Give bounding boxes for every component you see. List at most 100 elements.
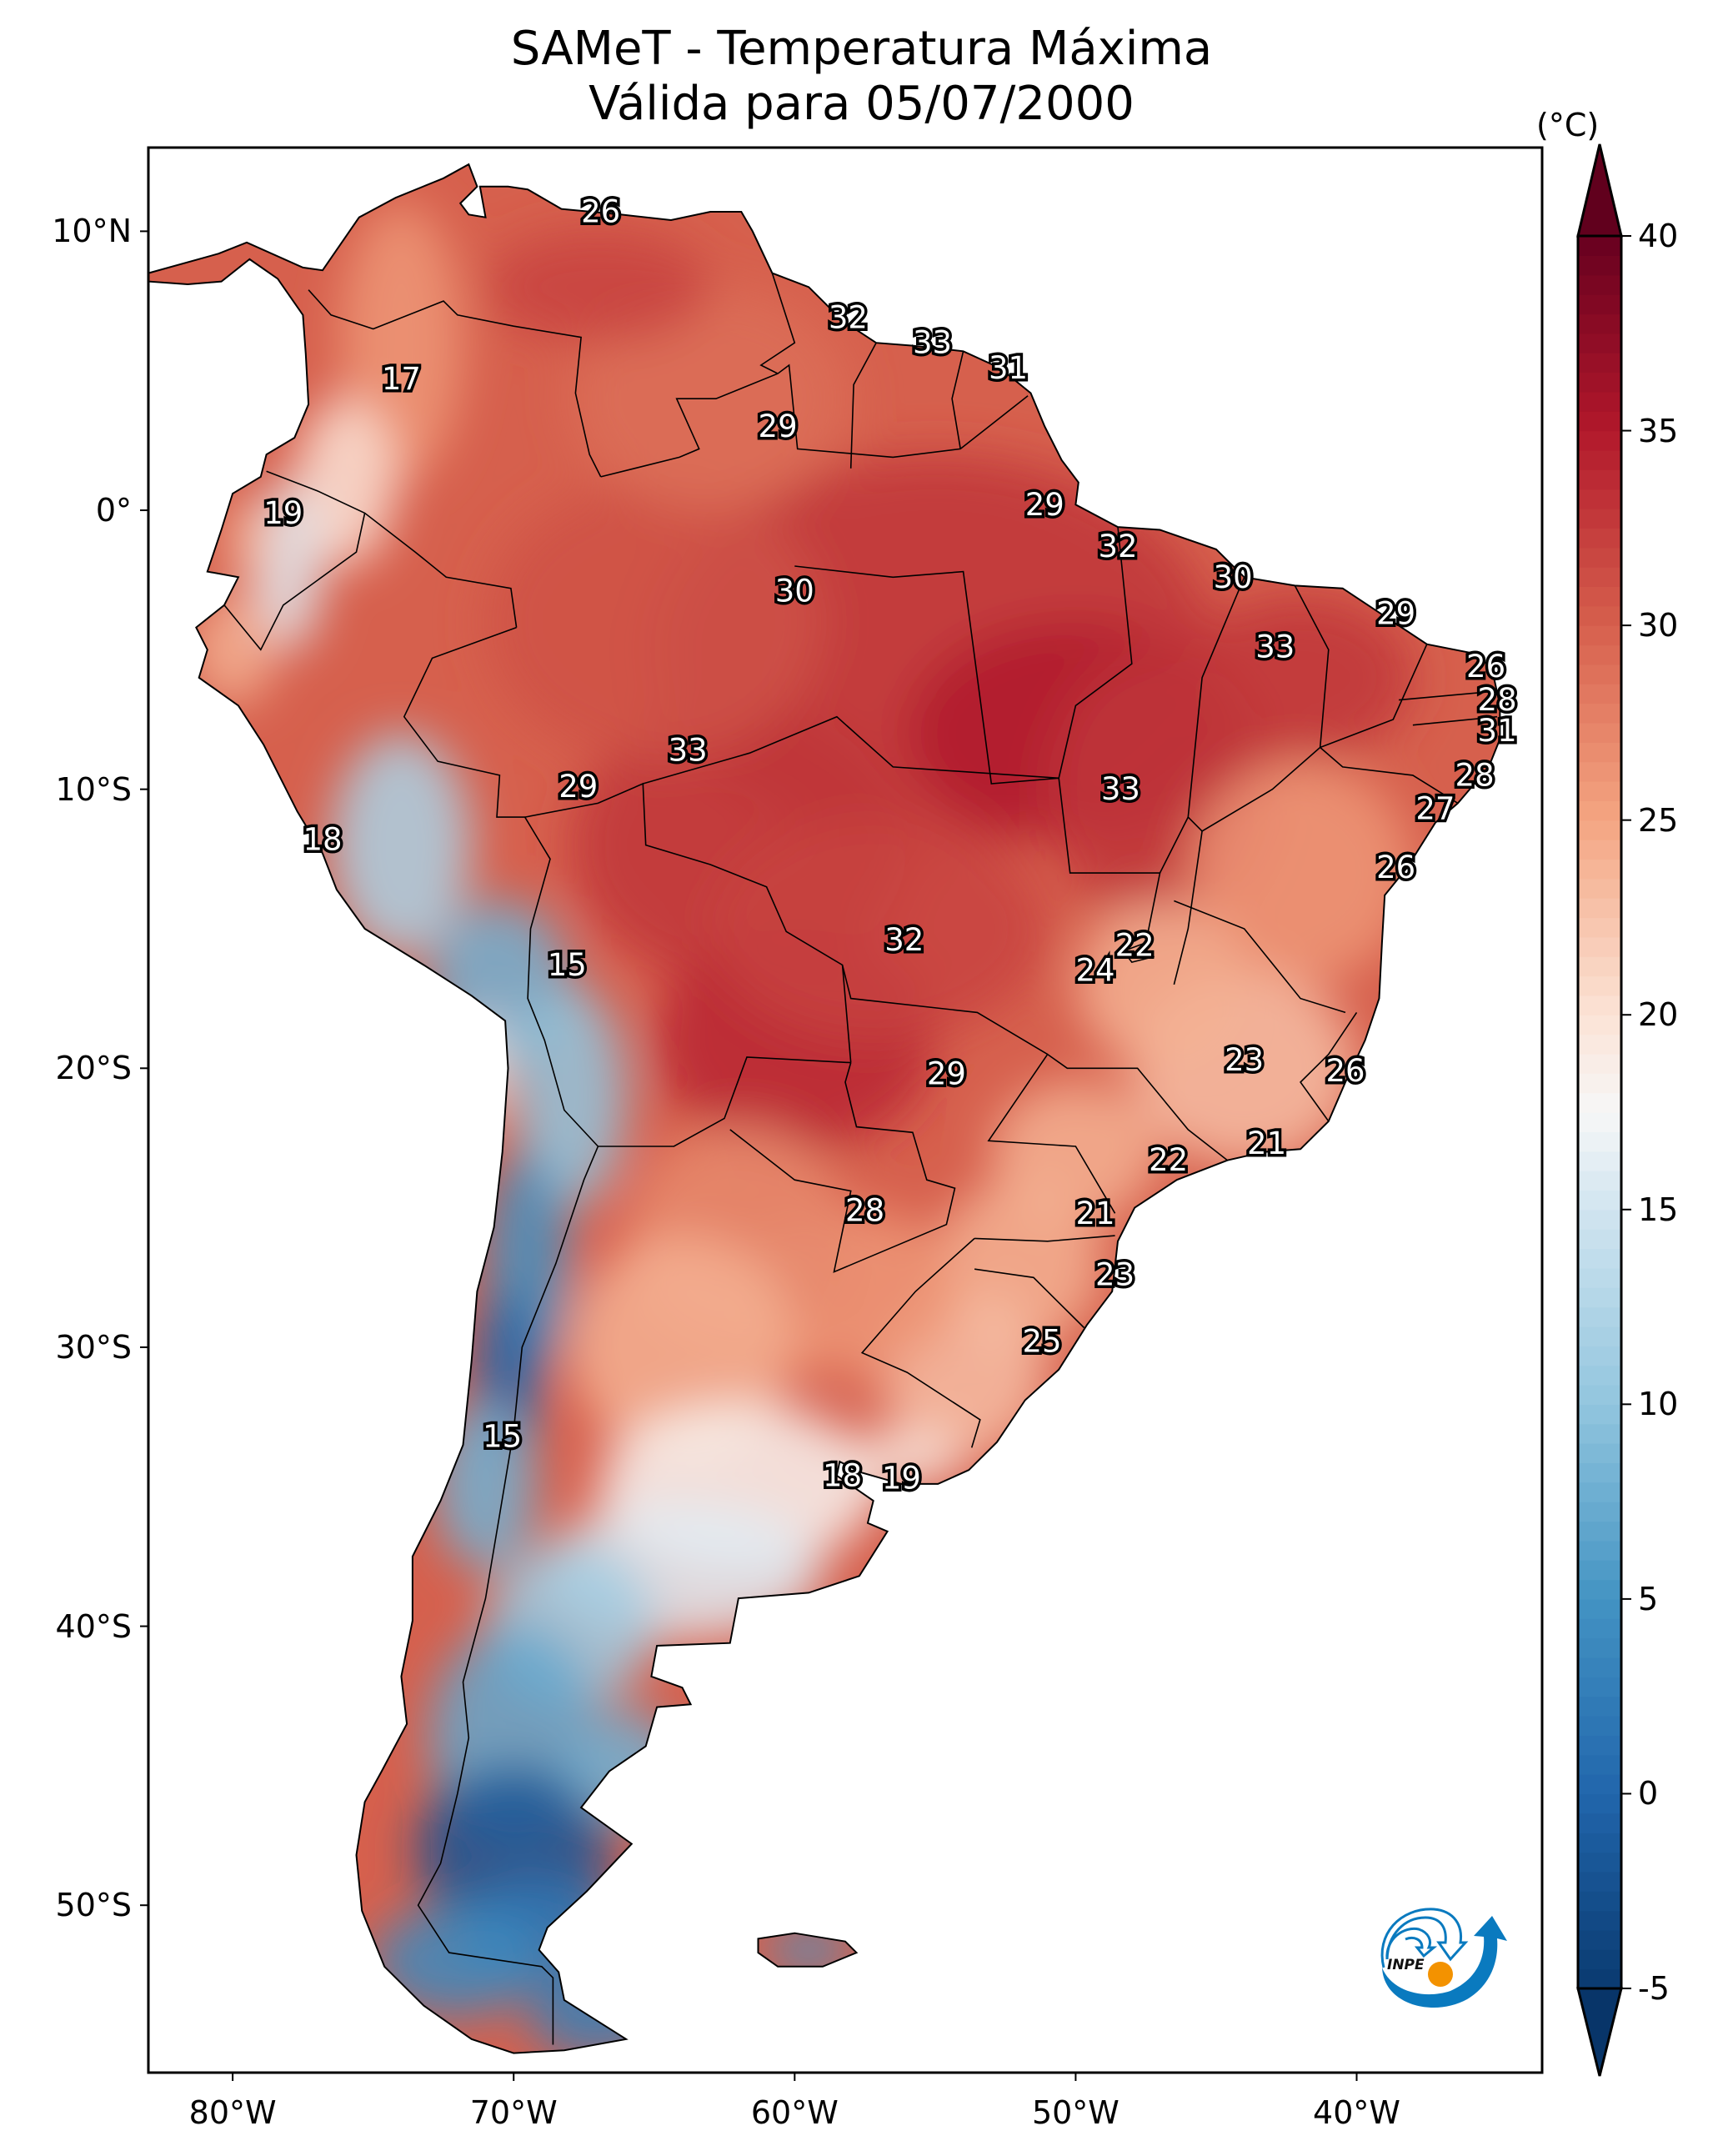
- colorbar-segment: [1578, 1073, 1621, 1094]
- station-value-label: 33: [913, 325, 952, 361]
- logo-sun-icon: [1428, 1962, 1453, 1987]
- field-blob: [224, 496, 269, 580]
- colorbar-segment: [1578, 644, 1621, 665]
- station-value-label: 27: [1415, 791, 1455, 827]
- colorbar-segment: [1578, 1833, 1621, 1853]
- colorbar-segment: [1578, 528, 1621, 549]
- border-line: [951, 351, 964, 449]
- colorbar-segment: [1578, 1598, 1621, 1619]
- colorbar-segment: [1578, 1015, 1621, 1035]
- station-value-label: 24: [1075, 953, 1114, 989]
- lat-tick-label: 30°S: [55, 1328, 132, 1366]
- colorbar-segment: [1578, 1248, 1621, 1269]
- colorbar-segment: [1578, 820, 1621, 840]
- coastline: [148, 163, 1501, 2054]
- colorbar-segment: [1578, 333, 1621, 353]
- field-blob: [569, 1236, 795, 1459]
- colorbar-segment: [1578, 1716, 1621, 1736]
- colorbar-segment: [1578, 586, 1621, 607]
- colorbar-segment: [1578, 1482, 1621, 1502]
- station-value-label: 31: [989, 350, 1028, 386]
- colorbar-segment: [1578, 1423, 1621, 1444]
- colorbar-segment: [1578, 1053, 1621, 1074]
- colorbar-extend-max: [1576, 143, 1623, 238]
- station-value-label: 29: [1376, 595, 1415, 631]
- field-blob: [485, 231, 711, 343]
- colorbar-segment: [1578, 936, 1621, 957]
- lat-tick-label: 20°S: [55, 1050, 132, 1087]
- colorbar-segment: [1578, 1131, 1621, 1152]
- station-value-label: 17: [382, 361, 421, 397]
- colorbar-segment: [1578, 684, 1621, 704]
- border-line: [643, 715, 1059, 785]
- logo-swoosh-icon: [1382, 1916, 1507, 2008]
- station-value-label: 33: [1255, 629, 1295, 665]
- station-value-label: 29: [558, 769, 598, 805]
- colorbar-tick-label: 35: [1638, 412, 1679, 449]
- border-line: [1412, 715, 1498, 726]
- colorbar-segment: [1578, 294, 1621, 315]
- field-blob: [513, 984, 626, 1208]
- colorbar-tick-label: 25: [1638, 801, 1679, 839]
- colorbar-outline: [1576, 234, 1623, 1990]
- colorbar-segment: [1578, 1171, 1621, 1191]
- border-line: [974, 1235, 1115, 1242]
- border-line: [1320, 746, 1459, 805]
- border-line: [403, 626, 599, 2045]
- axis-ticks: [140, 230, 1358, 2081]
- border-line: [1320, 644, 1428, 749]
- station-value-label: 31: [1478, 713, 1517, 749]
- colorbar-tick-label: 20: [1638, 996, 1679, 1034]
- colorbar-segment: [1578, 1521, 1621, 1542]
- colorbar-tick-label: 40: [1638, 218, 1679, 254]
- inpe-logo: INPE: [1380, 1908, 1507, 2008]
- colorbar-tick-label: -5: [1638, 1970, 1670, 2007]
- colorbar-segment: [1578, 1852, 1621, 1873]
- colorbar-segment: [1578, 1579, 1621, 1600]
- colorbar-segment: [1578, 1112, 1621, 1132]
- station-value-label: 32: [829, 300, 868, 336]
- field-blob: [190, 594, 275, 706]
- colorbar-segment: [1578, 605, 1621, 626]
- colorbar-segment: [1578, 995, 1621, 1015]
- colorbar-segment: [1578, 1891, 1621, 1912]
- colorbar-segment: [1578, 664, 1621, 684]
- border-line: [974, 1268, 1085, 1329]
- colorbar-segment: [1578, 722, 1621, 743]
- colorbar-segment: [1578, 1560, 1621, 1581]
- station-value-label: 32: [1098, 529, 1137, 564]
- colorbar-segment: [1578, 1813, 1621, 1833]
- station-value-label: 23: [1225, 1042, 1264, 1078]
- colorbar-segment: [1578, 1365, 1621, 1386]
- field-blob: [255, 482, 323, 650]
- title-line-2: Válida para 05/07/2000: [589, 77, 1134, 131]
- colorbar-segment: [1578, 1267, 1621, 1288]
- colorbar-segment: [1578, 236, 1621, 256]
- colorbar-tick-label: 0: [1638, 1775, 1659, 1813]
- colorbar-segment: [1578, 509, 1621, 529]
- station-value-label: 26: [581, 194, 620, 230]
- colorbar-segment: [1578, 800, 1621, 821]
- colorbar-segment: [1578, 255, 1621, 276]
- colorbar-segment: [1578, 1034, 1621, 1055]
- colorbar-segment: [1578, 1151, 1621, 1171]
- station-value-label: 33: [1101, 771, 1140, 807]
- station-value-label: 22: [1115, 928, 1155, 964]
- border-line: [759, 273, 796, 374]
- colorbar-segment: [1578, 1540, 1621, 1561]
- lat-tick-label: 40°S: [55, 1607, 132, 1645]
- station-value-label: 15: [548, 947, 587, 983]
- station-value-label: 28: [845, 1193, 884, 1229]
- colorbar-segment: [1578, 449, 1621, 470]
- colorbar-segment: [1578, 859, 1621, 880]
- colorbar-segment: [1578, 781, 1621, 801]
- border-line: [794, 565, 1190, 874]
- colorbar-segment: [1578, 430, 1621, 451]
- field-blob: [373, 1905, 542, 2018]
- colorbar-segment: [1578, 1092, 1621, 1113]
- colorbar-segment: [1578, 547, 1621, 568]
- lat-tick-label: 50°S: [55, 1887, 132, 1924]
- title-line-1: SAMeT - Temperatura Máxima: [510, 22, 1213, 76]
- colorbar-segment: [1578, 1462, 1621, 1483]
